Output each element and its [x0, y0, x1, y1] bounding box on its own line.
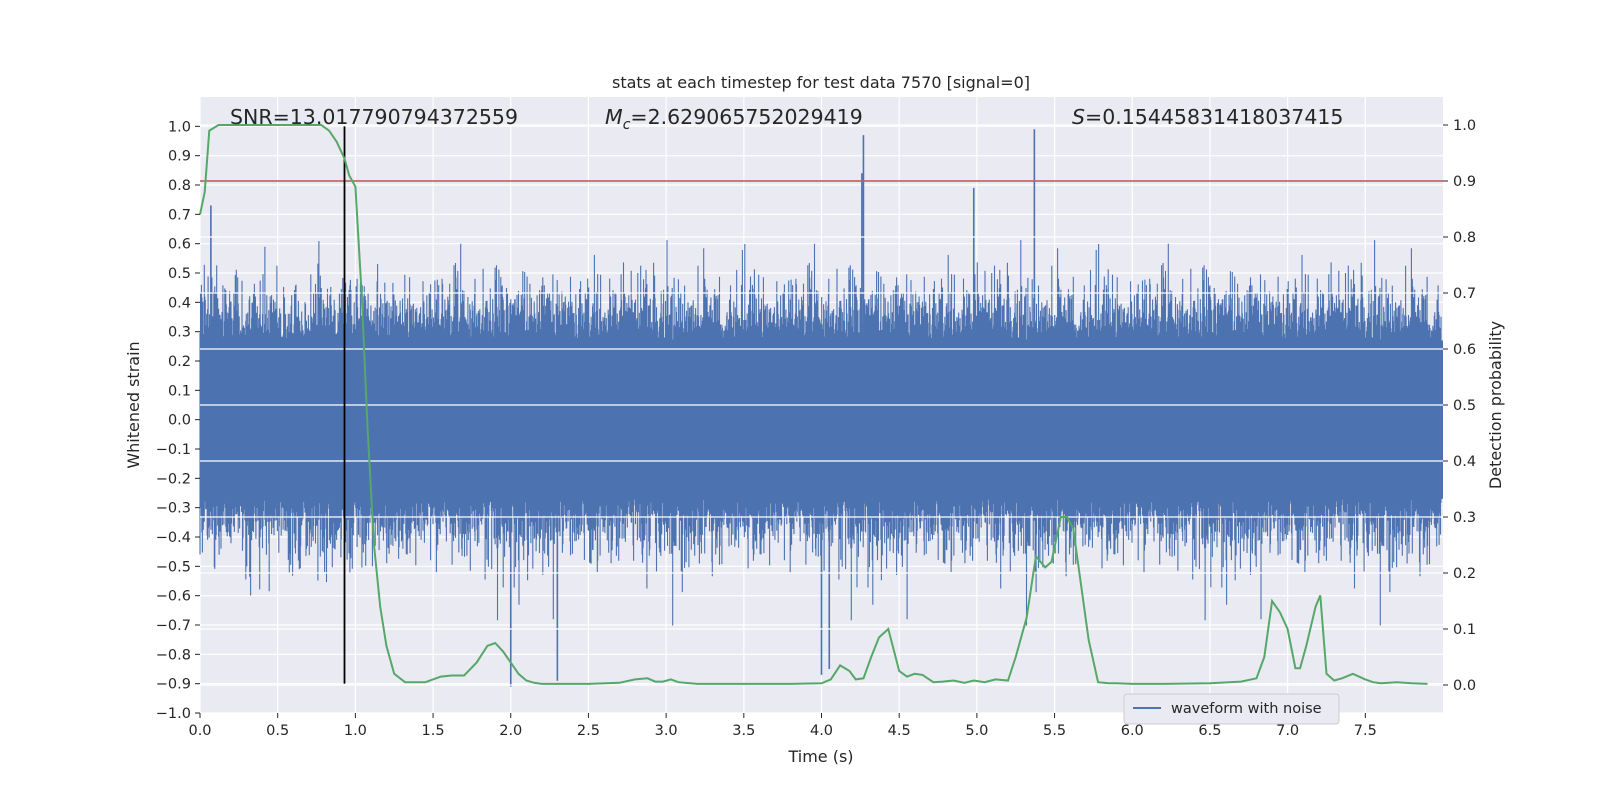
x-tick-label: 2.5 — [577, 723, 600, 739]
x-tick-label: 2.0 — [499, 723, 522, 739]
legend: waveform with noise — [1123, 693, 1340, 725]
y-left-tick-label: 0.4 — [168, 295, 191, 311]
y-left-tick-label: −0.1 — [156, 442, 191, 458]
x-tick-label: 5.5 — [1043, 723, 1066, 739]
mc-value: =2.629065752029419 — [630, 105, 862, 129]
overlays — [199, 124, 1443, 686]
waveform-series — [199, 129, 1443, 687]
y-right-tick-label: 0.4 — [1453, 454, 1476, 470]
s-annotation: S=0.15445831418037415 — [1072, 105, 1343, 129]
y-left-tick-label: −0.6 — [156, 589, 191, 605]
legend-box — [1123, 693, 1340, 725]
x-tick-label: 3.0 — [655, 723, 678, 739]
mc-subscript: c — [623, 117, 631, 133]
y-right-tick-label: 1.0 — [1453, 118, 1476, 134]
x-tick-label: 5.0 — [965, 723, 988, 739]
chart-title: stats at each timestep for test data 757… — [612, 73, 1030, 92]
y-left-tick-label: 0.7 — [168, 207, 191, 223]
y-left-tick-label: −0.4 — [156, 530, 191, 546]
x-tick-label: 6.0 — [1121, 723, 1144, 739]
x-tick-label: 4.0 — [810, 723, 833, 739]
x-tick-label: 1.0 — [344, 723, 367, 739]
y-right-tick-label: 0.1 — [1453, 622, 1476, 638]
y-left-tick-label: 0.2 — [168, 354, 191, 370]
y-left-tick-label: −0.5 — [156, 559, 191, 575]
y-left-tick-label: −0.2 — [156, 471, 191, 487]
y-left-tick-label: 1.0 — [168, 119, 191, 135]
x-tick-label: 0.0 — [188, 723, 211, 739]
y-left-tick-label: −1.0 — [156, 706, 191, 722]
ticks: 0.0 0.5 1.0 1.5 2.0 2.5 3.0 3.5 4.0 4.5 5.0 5.5 6.0 6… — [156, 118, 1476, 739]
y-right-tick-label: 0.9 — [1453, 174, 1476, 190]
y-left-tick-label: −0.9 — [156, 677, 191, 693]
y-left-tick-label: 0.3 — [168, 325, 191, 341]
detection-probability-line — [199, 124, 1428, 685]
y-left-tick-label: 0.8 — [168, 178, 191, 194]
x-tick-label: 1.5 — [422, 723, 445, 739]
y-left-tick-label: 0.1 — [168, 383, 191, 399]
y-left-tick-label: −0.7 — [156, 618, 191, 634]
y-right-tick-label: 0.6 — [1453, 342, 1476, 358]
y-right-tick-label: 0.3 — [1453, 510, 1476, 526]
mc-annotation: Mc=2.629065752029419 — [605, 105, 863, 133]
y-left-tick-label: 0.6 — [168, 237, 191, 253]
y-right-tick-label: 0.2 — [1453, 566, 1476, 582]
y-axis-left-label: Whitened strain — [124, 341, 143, 468]
y-right-tick-label: 0.5 — [1453, 398, 1476, 414]
s-value: =0.15445831418037415 — [1085, 105, 1343, 129]
y-left-tick-label: −0.3 — [156, 501, 191, 517]
snr-annotation: SNR=13.017790794372559 — [230, 105, 518, 129]
x-tick-label: 3.5 — [732, 723, 755, 739]
y-left-tick-label: 0.0 — [168, 413, 191, 429]
y-left-tick-label: 0.9 — [168, 149, 191, 165]
x-tick-label: 7.0 — [1276, 723, 1299, 739]
x-tick-label: 4.5 — [888, 723, 911, 739]
x-tick-label: 6.5 — [1198, 723, 1221, 739]
x-tick-label: 0.5 — [266, 723, 289, 739]
x-axis-label: Time (s) — [787, 747, 853, 766]
legend-entry-waveform: waveform with noise — [1171, 701, 1322, 717]
y-left-tick-label: 0.5 — [168, 266, 191, 282]
y-left-tick-label: −0.8 — [156, 647, 191, 663]
y-right-tick-label: 0.8 — [1453, 230, 1476, 246]
s-symbol: S — [1072, 105, 1085, 129]
y-right-tick-label: 0.0 — [1453, 678, 1476, 694]
mc-symbol: M — [605, 105, 623, 129]
x-tick-label: 7.5 — [1354, 723, 1377, 739]
y-right-tick-label: 0.7 — [1453, 286, 1476, 302]
y-axis-right-label: Detection probability — [1486, 321, 1505, 489]
